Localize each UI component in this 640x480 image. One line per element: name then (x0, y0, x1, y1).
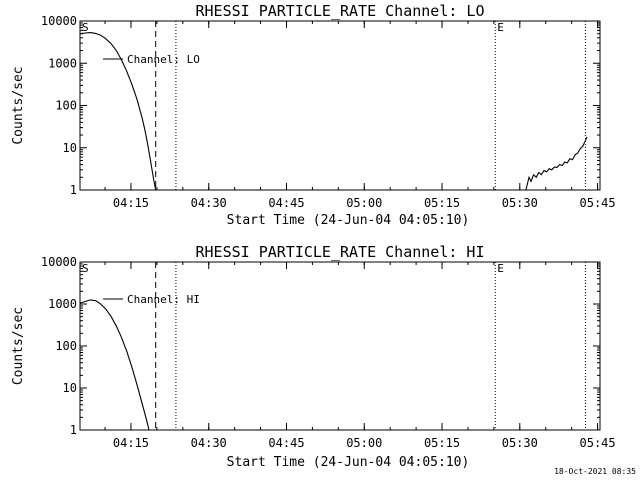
x-tick-label: 04:45 (268, 196, 304, 210)
y-axis-label: Counts/sec (11, 307, 26, 385)
x-tick-label: 05:15 (424, 196, 460, 210)
x-tick-label: 05:30 (502, 196, 538, 210)
chart-panel-1: RHESSI PARTICLE_RATE Channel: LO 1 10 100 10… (11, 2, 616, 228)
plot-frame (79, 261, 601, 431)
y-tick-label: 10000 (41, 255, 77, 269)
data-series-1 (79, 299, 150, 431)
chart-title: RHESSI PARTICLE_RATE Channel: LO (196, 2, 485, 20)
y-tick-label: 1 (70, 183, 77, 197)
marker-label: S (82, 262, 89, 275)
marker-label: E (497, 262, 504, 275)
x-axis-label: Start Time (24-Jun-04 04:05:10) (227, 213, 470, 228)
legend-label: Channel: LO (127, 53, 200, 66)
data-series-1 (79, 32, 157, 191)
x-tick-label: 05:45 (580, 196, 616, 210)
x-tick-label: 04:15 (113, 196, 149, 210)
y-tick-label: 1 (70, 423, 77, 437)
chart-title: RHESSI PARTICLE_RATE Channel: HI (196, 243, 485, 261)
x-tick-label: 04:15 (113, 436, 149, 450)
legend-label: Channel: HI (127, 293, 200, 306)
y-tick-label: 10 (63, 381, 77, 395)
x-tick-label: 05:00 (346, 436, 382, 450)
data-series-2 (525, 136, 588, 191)
plot-frame (79, 20, 601, 191)
x-axis-label: Start Time (24-Jun-04 04:05:10) (227, 455, 470, 470)
y-tick-label: 10000 (41, 14, 77, 28)
x-tick-label: 04:30 (191, 436, 227, 450)
generated-timestamp: 18-Oct-2021 08:35 (554, 467, 636, 476)
y-tick-label: 10 (63, 141, 77, 155)
x-tick-label: 05:15 (424, 436, 460, 450)
marker-label: E (497, 21, 504, 34)
y-tick-label: 100 (55, 99, 77, 113)
x-tick-label: 04:45 (268, 436, 304, 450)
chart-panel-2: RHESSI PARTICLE_RATE Channel: HI 1 10 100 10… (11, 243, 616, 470)
x-tick-label: 05:00 (346, 196, 382, 210)
y-axis-label: Counts/sec (11, 66, 26, 144)
x-tick-label: 05:45 (580, 436, 616, 450)
x-tick-label: 05:30 (502, 436, 538, 450)
x-tick-label: 04:30 (191, 196, 227, 210)
y-tick-label: 100 (55, 339, 77, 353)
y-tick-label: 1000 (48, 56, 77, 70)
y-tick-label: 1000 (48, 297, 77, 311)
marker-label: S (82, 21, 89, 34)
